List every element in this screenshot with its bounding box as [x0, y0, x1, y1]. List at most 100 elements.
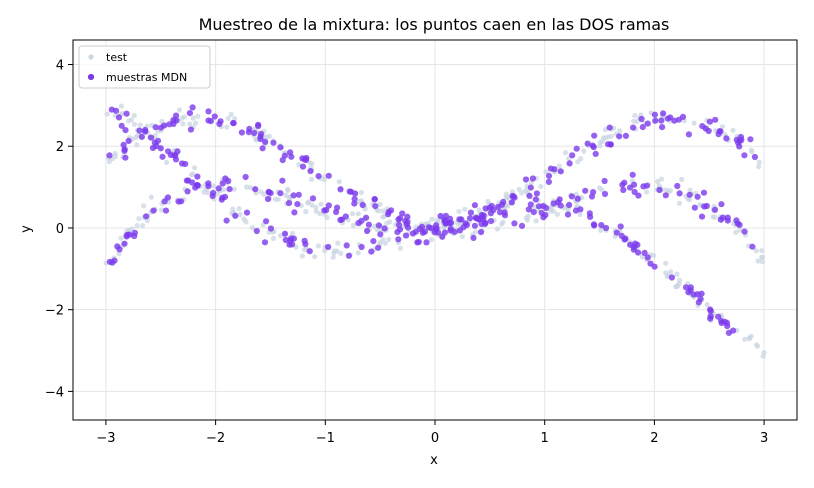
middle-branch-point: [687, 287, 694, 294]
middle-branch-point: [386, 236, 392, 243]
upper-branch-point: [272, 196, 279, 202]
lower-branch-point: [655, 178, 661, 185]
middle-branch-point: [188, 172, 195, 178]
lower-branch-point: [511, 220, 518, 227]
upper-branch-point: [589, 142, 596, 149]
upper-branch-point: [581, 148, 587, 154]
lower-branch-point: [749, 243, 756, 250]
middle-branch-point: [194, 182, 201, 189]
middle-branch-point: [664, 273, 670, 280]
upper-branch-point: [143, 213, 150, 220]
lower-branch-point: [518, 222, 526, 229]
lower-branch-point: [372, 203, 379, 210]
upper-branch-point: [660, 110, 667, 117]
upper-branch-point: [283, 192, 289, 198]
lower-branch-point: [395, 221, 403, 228]
middle-branch-point: [331, 248, 337, 254]
upper-branch-point: [616, 133, 623, 140]
middle-branch-point: [286, 241, 293, 248]
middle-branch-point: [409, 230, 417, 237]
middle-branch-point: [462, 206, 468, 212]
middle-branch-point: [602, 224, 610, 232]
middle-branch-point: [590, 221, 598, 228]
upper-branch-point: [318, 201, 324, 207]
upper-branch-point: [685, 131, 693, 138]
middle-branch-point: [241, 216, 247, 222]
lower-branch-point: [659, 176, 665, 182]
lower-branch-point: [181, 114, 187, 120]
middle-branch-point: [277, 233, 284, 239]
upper-branch-point: [375, 222, 382, 229]
lower-branch-point: [494, 226, 501, 232]
upper-branch-point: [364, 227, 371, 234]
lower-branch-point: [621, 179, 628, 186]
x-tick-label: −2: [206, 431, 225, 446]
middle-branch-point: [530, 209, 537, 216]
lower-branch-point: [429, 216, 435, 222]
middle-branch-point: [617, 223, 624, 230]
middle-branch-point: [159, 153, 166, 160]
lower-branch-point: [106, 159, 112, 165]
upper-branch-point: [381, 225, 388, 232]
upper-branch-point: [664, 115, 671, 122]
lower-branch-point: [759, 248, 765, 254]
upper-branch-point: [295, 191, 302, 198]
upper-branch-point: [508, 199, 515, 206]
upper-branch-point: [756, 159, 762, 165]
middle-branch-point: [511, 194, 518, 201]
legend: test muestras MDN: [78, 45, 211, 89]
upper-branch-point: [358, 217, 365, 224]
upper-branch-point: [162, 207, 170, 214]
upper-branch-point: [562, 150, 569, 156]
lower-branch-point: [195, 113, 201, 119]
middle-branch-point: [467, 209, 474, 216]
upper-branch-point: [126, 227, 132, 233]
lower-branch-point: [712, 214, 718, 220]
lower-branch-point: [471, 222, 478, 229]
lower-branch-point: [698, 213, 706, 220]
upper-branch-point: [321, 207, 328, 214]
upper-branch-point: [252, 186, 259, 193]
x-tick-label: −1: [316, 431, 335, 446]
middle-branch-point: [677, 277, 683, 283]
middle-branch-point: [707, 306, 714, 313]
lower-branch-point: [423, 239, 430, 246]
lower-branch-point: [477, 229, 485, 236]
series-1: [106, 104, 759, 336]
lower-branch-point: [737, 227, 743, 233]
middle-branch-point: [414, 239, 421, 246]
lower-branch-point: [166, 121, 173, 128]
middle-branch-point: [674, 271, 680, 277]
lower-branch-point: [701, 203, 708, 210]
upper-branch-point: [285, 200, 293, 207]
middle-branch-point: [330, 254, 336, 260]
middle-branch-point: [138, 133, 145, 140]
upper-branch-point: [303, 209, 309, 215]
middle-branch-point: [182, 160, 189, 168]
lower-branch-point: [482, 220, 489, 227]
middle-branch-point: [644, 254, 651, 261]
middle-branch-point: [236, 205, 242, 212]
middle-branch-point: [375, 244, 382, 251]
middle-branch-point: [566, 201, 573, 208]
upper-branch-point: [557, 168, 564, 175]
upper-branch-point: [371, 223, 378, 229]
y-tick-label: −4: [45, 385, 64, 400]
upper-branch-point: [126, 231, 133, 238]
y-tick-label: −2: [45, 304, 64, 319]
middle-branch-point: [498, 201, 506, 208]
lower-branch-point: [676, 190, 683, 197]
middle-branch-point: [754, 343, 761, 349]
middle-branch-point: [263, 218, 270, 225]
x-tick-label: 2: [650, 431, 658, 446]
lower-branch-point: [644, 189, 650, 195]
upper-branch-point: [573, 145, 580, 152]
lower-branch-point: [262, 138, 269, 145]
lower-branch-point: [601, 190, 609, 198]
middle-branch-point: [249, 225, 255, 231]
middle-branch-point: [698, 290, 705, 297]
upper-branch-point: [109, 259, 116, 266]
upper-branch-point: [545, 178, 553, 185]
middle-branch-point: [282, 236, 289, 244]
upper-branch-point: [141, 203, 147, 209]
